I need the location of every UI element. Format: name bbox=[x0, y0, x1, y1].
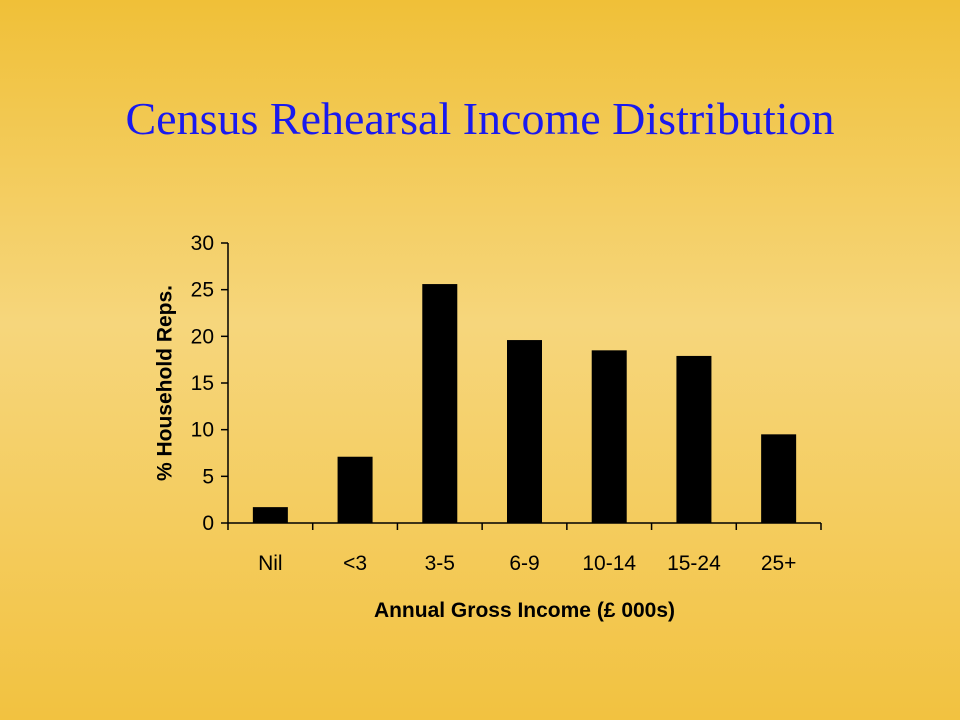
y-tick-label: 25 bbox=[191, 279, 214, 302]
x-tick-label: 15-24 bbox=[667, 552, 721, 575]
x-tick-label: 6-9 bbox=[509, 552, 539, 575]
bar-1 bbox=[337, 456, 373, 523]
bar-5 bbox=[676, 355, 712, 523]
bar-0 bbox=[252, 507, 288, 523]
slide-title: Census Rehearsal Income Distribution bbox=[125, 93, 835, 144]
bar-3 bbox=[507, 340, 542, 523]
y-tick-label: 0 bbox=[202, 512, 214, 535]
y-axis-ticks: 0 5 10 15 20 25 30 bbox=[191, 232, 822, 535]
y-tick-label: 5 bbox=[202, 465, 214, 488]
y-axis-title: % Household Reps. bbox=[153, 285, 176, 481]
y-tick-label: 30 bbox=[191, 232, 214, 255]
bar-4 bbox=[591, 350, 627, 523]
bar-6 bbox=[761, 434, 797, 523]
x-tick-label: 10-14 bbox=[582, 552, 636, 575]
y-tick-label: 15 bbox=[191, 372, 214, 395]
y-tick-label: 20 bbox=[191, 325, 214, 348]
x-tick-label: 25+ bbox=[761, 552, 797, 575]
x-tick-label: <3 bbox=[343, 552, 367, 575]
x-axis-tick-labels: Nil <3 3-5 6-9 10-14 15-24 25+ bbox=[258, 552, 796, 575]
x-axis-title: Annual Gross Income (£ 000s) bbox=[374, 599, 675, 622]
x-tick-label: 3-5 bbox=[425, 552, 455, 575]
y-tick-label: 10 bbox=[191, 419, 214, 442]
bars-group bbox=[252, 284, 797, 523]
bar-2 bbox=[422, 284, 458, 523]
x-tick-label: Nil bbox=[258, 552, 283, 575]
